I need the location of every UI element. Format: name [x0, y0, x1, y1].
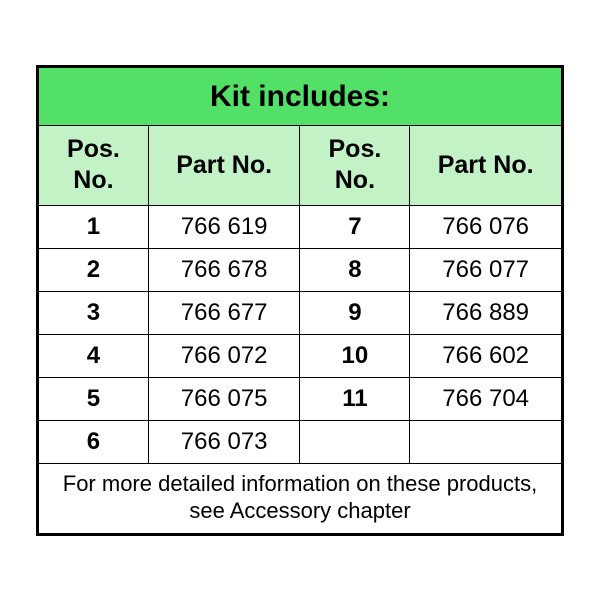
- part-cell: 766 076: [410, 205, 562, 248]
- pos-cell: 6: [39, 420, 149, 463]
- table-row: 5766 07511766 704: [39, 377, 562, 420]
- pos-cell: 4: [39, 334, 149, 377]
- pos-cell: 3: [39, 291, 149, 334]
- table-row: 2766 6788766 077: [39, 248, 562, 291]
- pos-cell: 10: [300, 334, 410, 377]
- part-cell: 766 704: [410, 377, 562, 420]
- part-cell: 766 889: [410, 291, 562, 334]
- pos-cell: 5: [39, 377, 149, 420]
- part-cell: [410, 420, 562, 463]
- kit-table: Kit includes: Pos. No.Part No.Pos. No.Pa…: [38, 67, 562, 534]
- pos-cell: 7: [300, 205, 410, 248]
- pos-cell: 8: [300, 248, 410, 291]
- part-cell: 766 602: [410, 334, 562, 377]
- column-header: Pos. No.: [39, 126, 149, 206]
- table-footer: For more detailed information on these p…: [39, 463, 562, 533]
- table-title: Kit includes:: [39, 67, 562, 126]
- title-row: Kit includes:: [39, 67, 562, 126]
- pos-cell: [300, 420, 410, 463]
- kit-table-container: Kit includes: Pos. No.Part No.Pos. No.Pa…: [36, 65, 564, 536]
- pos-cell: 11: [300, 377, 410, 420]
- footer-line-1: For more detailed information on these p…: [63, 471, 537, 496]
- table-row: 1766 6197766 076: [39, 205, 562, 248]
- part-cell: 766 075: [148, 377, 300, 420]
- part-cell: 766 073: [148, 420, 300, 463]
- pos-cell: 9: [300, 291, 410, 334]
- column-header: Part No.: [410, 126, 562, 206]
- table-row: 3766 6779766 889: [39, 291, 562, 334]
- part-cell: 766 678: [148, 248, 300, 291]
- pos-cell: 1: [39, 205, 149, 248]
- footer-line-2: see Accessory chapter: [189, 498, 410, 523]
- pos-cell: 2: [39, 248, 149, 291]
- column-header: Pos. No.: [300, 126, 410, 206]
- header-row: Pos. No.Part No.Pos. No.Part No.: [39, 126, 562, 206]
- part-cell: 766 677: [148, 291, 300, 334]
- table-body: 1766 6197766 0762766 6788766 0773766 677…: [39, 205, 562, 463]
- part-cell: 766 619: [148, 205, 300, 248]
- part-cell: 766 077: [410, 248, 562, 291]
- table-row: 6766 073: [39, 420, 562, 463]
- part-cell: 766 072: [148, 334, 300, 377]
- column-header: Part No.: [148, 126, 300, 206]
- table-row: 4766 07210766 602: [39, 334, 562, 377]
- footer-row: For more detailed information on these p…: [39, 463, 562, 533]
